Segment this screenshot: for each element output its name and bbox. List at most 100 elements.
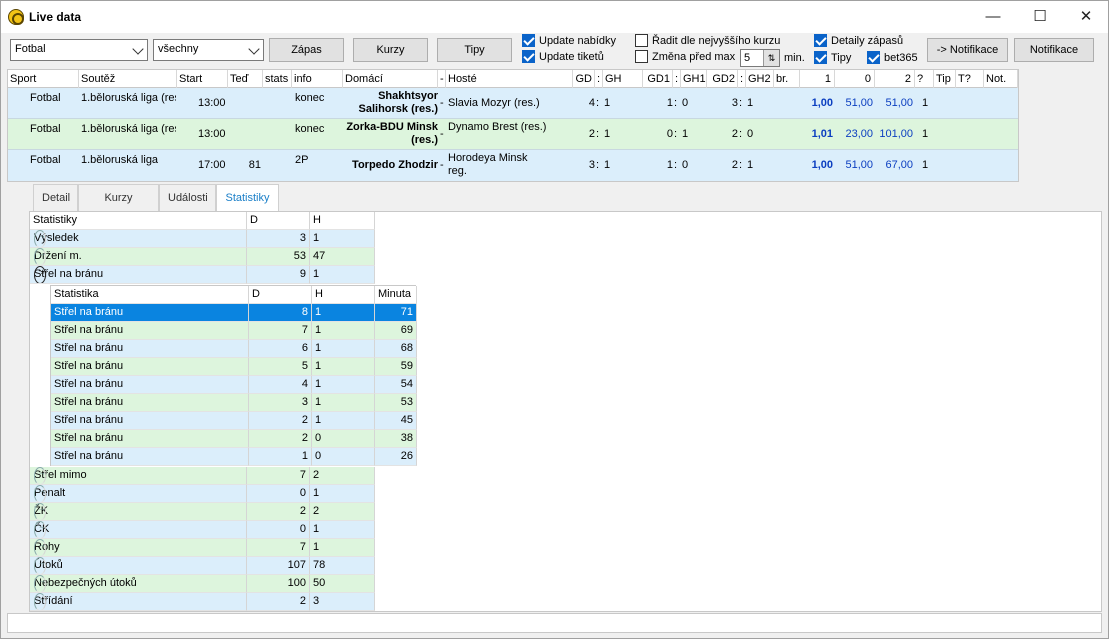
col-info[interactable]: info (292, 70, 343, 88)
sub-d: 1 (249, 448, 312, 466)
col-gd2[interactable]: GD2 (707, 70, 738, 88)
col-odds-1[interactable]: 1 (800, 70, 835, 88)
col-gh2[interactable]: GH2 (746, 70, 774, 88)
statistics-panel: Statistiky D H → Výsledek 3 1 → Držení m. 53 47 ↘ St… (29, 211, 1102, 612)
expand-icon[interactable]: → (34, 593, 46, 610)
expand-icon[interactable]: → (34, 230, 46, 247)
subtable-row[interactable]: Střel na bránu 2 0 38 (51, 430, 417, 448)
col-start[interactable]: Start (177, 70, 228, 88)
stats-row[interactable]: → Penalt 0 1 (30, 485, 375, 503)
subtable-header-cell[interactable]: Minuta (375, 286, 417, 304)
collapse-icon[interactable]: ↘ (34, 266, 46, 283)
tab-statistiky[interactable]: Statistiky (216, 184, 279, 212)
stats-row[interactable]: → Útoků 107 78 (30, 557, 375, 575)
expand-icon[interactable]: → (34, 575, 46, 592)
subtable-header-cell[interactable]: H (312, 286, 375, 304)
col-odds-0[interactable]: 0 (835, 70, 875, 88)
row-odds-1: 1,00 (811, 97, 833, 109)
stats-row[interactable]: → Nebezpečných útoků 100 50 (30, 575, 375, 593)
stats-row[interactable]: → Držení m. 53 47 (30, 248, 375, 266)
subtable-row[interactable]: Střel na bránu 6 1 68 (51, 340, 417, 358)
col-sport[interactable]: Sport (8, 70, 79, 88)
radit-checkbox[interactable]: Řadit dle nejvyššího kurzu (635, 34, 780, 49)
subtable-row[interactable]: Střel na bránu 1 0 26 (51, 448, 417, 466)
sub-h: 1 (312, 304, 375, 322)
checkbox-icon (635, 50, 648, 63)
col-tq[interactable]: T? (956, 70, 984, 88)
stats-row[interactable]: → Střel mimo 7 2 (30, 467, 375, 485)
stats-header-cell[interactable]: D (247, 212, 310, 230)
maximize-button[interactable]: ☐ (1033, 8, 1047, 25)
col-soutez[interactable]: Soutěž (79, 70, 177, 88)
expand-icon[interactable]: → (34, 248, 46, 265)
arrow-notifikace-button[interactable]: -> Notifikace (927, 38, 1008, 62)
zmena-checkbox[interactable]: Změna před max (635, 50, 735, 65)
checkbox-checked-icon (522, 50, 535, 63)
bet365-checkbox[interactable]: bet365 (867, 51, 918, 66)
expand-icon[interactable]: → (34, 467, 46, 484)
subtable-row[interactable]: Střel na bránu 7 1 69 (51, 322, 417, 340)
subtable-row-selected[interactable]: Střel na bránu 8 1 71 (51, 304, 417, 322)
col-odds-2[interactable]: 2 (875, 70, 915, 88)
col-question[interactable]: ? (915, 70, 934, 88)
stats-row[interactable]: ↘ Střel na bránu 9 1 (30, 266, 375, 284)
stats-row[interactable]: → Střídání 2 3 (30, 593, 375, 611)
col-gh1[interactable]: GH1 (681, 70, 707, 88)
col-tip[interactable]: Tip (934, 70, 956, 88)
match-row[interactable]: → Fotbal 1.běloruská liga (res 13:00 kon… (8, 88, 1018, 119)
tab-udalosti[interactable]: Události (159, 184, 216, 211)
tipy-checkbox[interactable]: Tipy (814, 51, 851, 66)
expand-icon[interactable]: → (34, 521, 46, 538)
col-not[interactable]: Not. (984, 70, 1018, 88)
subtable-header-cell[interactable]: Statistika (51, 286, 249, 304)
row-sport: Fotbal (30, 154, 61, 166)
col-stats[interactable]: stats (263, 70, 292, 88)
tab-kurzy-bet365[interactable]: Kurzy bet365 (78, 184, 159, 230)
stats-row[interactable]: → Výsledek 3 1 (30, 230, 375, 248)
col-br[interactable]: br. (774, 70, 800, 88)
match-row[interactable]: → Fotbal 1.běloruská liga (res 13:00 kon… (8, 119, 1018, 150)
zapas-button[interactable]: Zápas (269, 38, 344, 62)
stats-row[interactable]: → Rohy 7 1 (30, 539, 375, 557)
stats-h: 50 (310, 575, 375, 593)
sub-minute: 54 (375, 376, 417, 394)
close-button[interactable]: ✕ (1079, 8, 1093, 25)
kurzy-button[interactable]: Kurzy (353, 38, 428, 62)
stats-d: 7 (247, 539, 310, 557)
col-dash[interactable]: - (438, 70, 446, 88)
tab-detail[interactable]: Detail (33, 184, 78, 211)
subtable-row[interactable]: Střel na bránu 5 1 59 (51, 358, 417, 376)
stats-row[interactable]: → ČK 0 1 (30, 521, 375, 539)
spin-arrows-icon[interactable]: ⇅ (763, 50, 779, 66)
match-row[interactable]: ↘ Fotbal 1.běloruská liga 17:00 81 2P To… (8, 150, 1018, 181)
filter-select[interactable]: všechny (153, 39, 264, 61)
col-ted[interactable]: Teď (228, 70, 263, 88)
col-domaci[interactable]: Domácí (343, 70, 438, 88)
notifikace-button[interactable]: Notifikace (1014, 38, 1094, 62)
update-tiketu-checkbox[interactable]: Update tiketů (522, 50, 604, 65)
stats-header-cell[interactable]: H (310, 212, 375, 230)
stats-header-cell[interactable]: Statistiky (30, 212, 247, 230)
col-gh[interactable]: GH (603, 70, 643, 88)
expand-icon[interactable]: → (34, 503, 46, 520)
row-away: Dynamo Brest (res.) (448, 121, 547, 133)
col-gd[interactable]: GD (573, 70, 595, 88)
subtable-header-cell[interactable]: D (249, 286, 312, 304)
sub-h: 0 (312, 430, 375, 448)
expand-icon[interactable]: → (34, 557, 46, 574)
expand-icon[interactable]: → (34, 539, 46, 556)
subtable-row[interactable]: Střel na bránu 3 1 53 (51, 394, 417, 412)
update-nabidky-checkbox[interactable]: Update nabídky (522, 34, 616, 49)
stats-row[interactable]: → ŽK 2 2 (30, 503, 375, 521)
col-hoste[interactable]: Hosté (446, 70, 573, 88)
sub-name: Střel na bránu (51, 430, 249, 448)
sport-select[interactable]: Fotbal (10, 39, 148, 61)
col-gd1[interactable]: GD1 (643, 70, 673, 88)
subtable-row[interactable]: Střel na bránu 4 1 54 (51, 376, 417, 394)
subtable-row[interactable]: Střel na bránu 2 1 45 (51, 412, 417, 430)
minutes-spinner[interactable]: 5 ⇅ (740, 49, 780, 67)
minimize-button[interactable]: — (985, 8, 1001, 25)
expand-icon[interactable]: → (34, 485, 46, 502)
detaily-checkbox[interactable]: Detaily zápasů (814, 34, 903, 49)
tipy-button[interactable]: Tipy (437, 38, 512, 62)
